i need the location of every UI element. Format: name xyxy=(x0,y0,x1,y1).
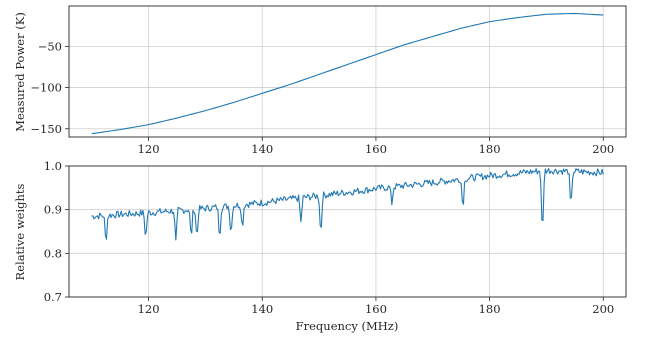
weights-series-line xyxy=(91,168,604,241)
weights-x-tick-label: 140 xyxy=(251,302,273,316)
weights-y-tick-label: 0.8 xyxy=(44,246,62,260)
weights-panel: 120 140 160 180 200 0.7 0.8 0.9 1.0 xyxy=(44,159,627,316)
power-x-tick-label: 120 xyxy=(138,142,160,156)
power-x-tick-label: 160 xyxy=(365,142,387,156)
weights-y-tick-label: 0.7 xyxy=(44,290,62,304)
weights-y-tick-label: 1.0 xyxy=(44,159,62,173)
frequency-x-axis-label: Frequency (MHz) xyxy=(296,319,399,333)
weights-x-tick-label: 200 xyxy=(592,302,614,316)
power-x-tick-label: 180 xyxy=(479,142,501,156)
weights-axes-frame xyxy=(68,165,627,298)
power-y-tick-label: −150 xyxy=(30,122,62,136)
weights-y-axis-label: Relative weights xyxy=(13,183,27,280)
power-panel: 120 140 160 180 200 −150 −100 −50 xyxy=(30,5,627,156)
power-x-tick-label: 140 xyxy=(251,142,273,156)
power-axes-frame xyxy=(68,5,627,138)
power-series-line xyxy=(91,12,604,135)
weights-x-tick-label: 160 xyxy=(365,302,387,316)
power-y-axis-label: Measured Power (K) xyxy=(13,12,27,132)
weights-x-tick-label: 120 xyxy=(138,302,160,316)
weights-y-tick-label: 0.9 xyxy=(44,203,62,217)
power-y-tick-label: −100 xyxy=(30,81,62,95)
weights-x-tick-label: 180 xyxy=(479,302,501,316)
power-y-tick-label: −50 xyxy=(38,39,62,53)
power-x-tick-label: 200 xyxy=(592,142,614,156)
